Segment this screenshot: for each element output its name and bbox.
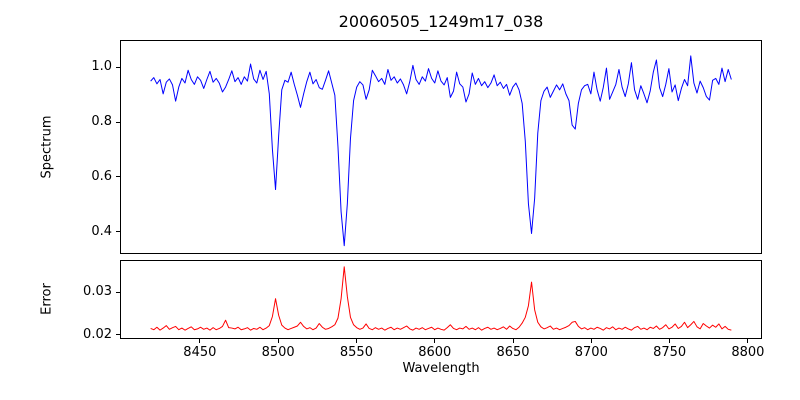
error-plot-canvas	[150, 266, 732, 331]
x-tick-mark	[355, 339, 357, 343]
x-tick-mark	[747, 339, 749, 343]
y-tick-label: 0.6	[91, 168, 112, 184]
spectrum-plot-canvas	[150, 55, 732, 247]
x-tick-mark	[199, 339, 201, 343]
x-tick-label: 8700	[574, 345, 608, 360]
spectrum-curve	[150, 55, 732, 247]
y-tick-mark	[116, 334, 120, 336]
y-tick-mark	[116, 66, 120, 68]
y-tick-mark	[116, 121, 120, 123]
y-tick-label: 0.03	[83, 284, 112, 300]
x-axis-label: Wavelength	[402, 361, 480, 376]
error-curve	[150, 266, 732, 331]
y-tick-label: 0.4	[91, 223, 112, 239]
y-tick-mark	[116, 291, 120, 293]
x-tick-label: 8450	[183, 345, 217, 360]
y-tick-label: 1.0	[91, 59, 112, 75]
x-tick-label: 8750	[653, 345, 687, 360]
x-tick-mark	[669, 339, 671, 343]
x-tick-mark	[277, 339, 279, 343]
x-tick-label: 8650	[496, 345, 530, 360]
x-tick-mark	[590, 339, 592, 343]
x-tick-label: 8500	[261, 345, 295, 360]
x-tick-label: 8550	[339, 345, 373, 360]
y-tick-label: 0.02	[83, 326, 112, 342]
y-tick-label: 0.8	[91, 114, 112, 130]
x-tick-label: 8800	[731, 345, 765, 360]
x-tick-mark	[434, 339, 436, 343]
x-tick-mark	[512, 339, 514, 343]
spectrum-y-axis-label: Spectrum	[39, 115, 55, 179]
y-tick-mark	[116, 231, 120, 233]
chart-title: 20060505_1249m17_038	[338, 12, 544, 31]
spectrum-plot-area	[120, 40, 762, 254]
y-tick-mark	[116, 176, 120, 178]
error-plot-area	[120, 260, 762, 339]
x-tick-label: 8600	[418, 345, 452, 360]
error-y-axis-label: Error	[39, 283, 55, 315]
